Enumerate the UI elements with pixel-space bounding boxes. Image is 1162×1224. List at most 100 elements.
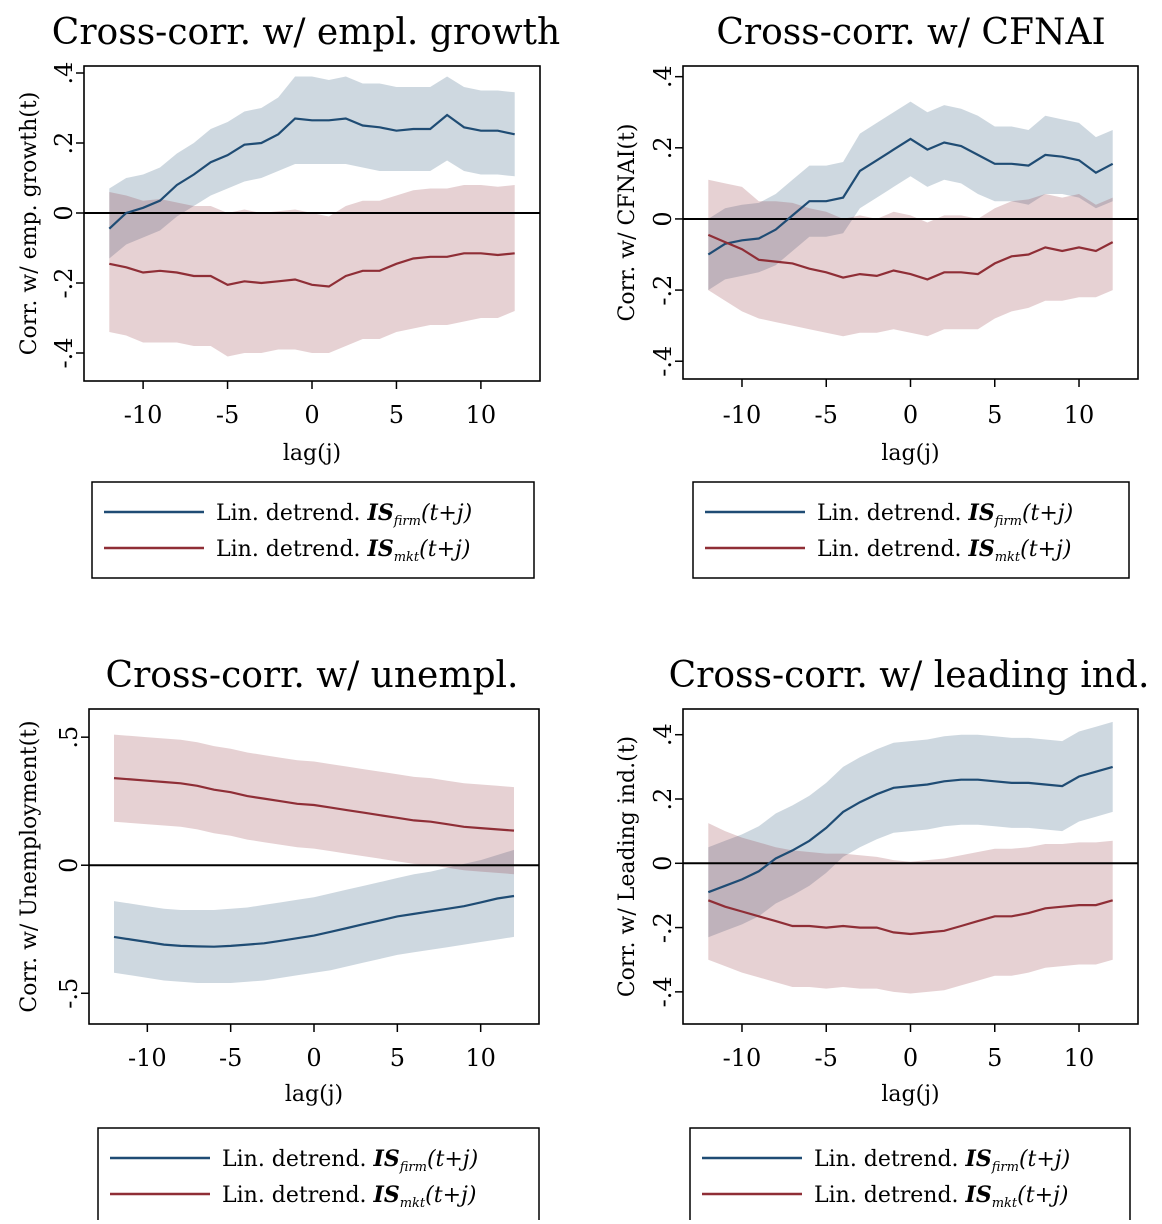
chart-panel-1: Cross-corr. w/ empl. growth -10 -5 0 5 10 -.4 -…	[17, 12, 560, 579]
y-axis-label: Corr. w/ emp. growth(t)	[17, 92, 42, 356]
legend-prefix: Lin. detrend.	[216, 537, 368, 562]
y-tick-label: 0	[649, 856, 677, 871]
x-tick-label: -10	[124, 401, 163, 429]
y-tick-label: 0	[55, 858, 83, 873]
legend: Lin. detrend. ISfirm(t+j)Lin. detrend. I…	[692, 481, 1130, 579]
chart-panel-4: Cross-corr. w/ leading ind. -10 -5 0 5 10 -.4 -…	[615, 655, 1150, 1224]
plot-area	[89, 734, 539, 983]
legend-subscript: firm	[991, 1160, 1019, 1175]
legend-is: IS	[965, 1182, 992, 1208]
x-tick-label: -5	[219, 1044, 242, 1072]
chart-title: Cross-corr. w/ CFNAI	[716, 12, 1105, 53]
legend-box	[689, 1127, 1131, 1224]
series-line-firm	[707, 137, 1114, 256]
x-tick-label: 5	[390, 1044, 405, 1072]
legend-suffix: (t+j)	[1017, 1183, 1068, 1208]
y-tick-label: -.4	[649, 976, 677, 1007]
legend-label-mkt: Lin. detrend. ISmkt(t+j)	[222, 1182, 476, 1211]
series-line-firm	[108, 113, 515, 230]
x-tick-label: 10	[1064, 401, 1095, 429]
legend-suffix: (t+j)	[1019, 1147, 1070, 1172]
legend-is: IS	[968, 500, 995, 526]
series-line-mkt	[113, 777, 515, 832]
plot-area	[84, 76, 540, 357]
legend-suffix: (t+j)	[1022, 501, 1073, 526]
y-axis-label: Corr. w/ CFNAI(t)	[615, 124, 640, 322]
legend-box	[91, 481, 535, 579]
confidence-band-firm	[708, 101, 1113, 291]
legend-subscript: firm	[393, 514, 421, 529]
y-tick-label: -.4	[50, 337, 78, 368]
legend-is: IS	[968, 536, 995, 562]
plot-area	[683, 721, 1138, 994]
x-axis-label: lag(j)	[881, 1082, 939, 1107]
series-line-firm	[707, 765, 1114, 894]
legend-prefix: Lin. detrend.	[817, 537, 969, 562]
legend-subscript: mkt	[992, 1196, 1018, 1211]
y-tick-label: 0	[649, 211, 677, 226]
legend-label-mkt: Lin. detrend. ISmkt(t+j)	[814, 1182, 1068, 1211]
legend-subscript: mkt	[995, 550, 1021, 565]
legend-is: IS	[373, 1146, 400, 1172]
series-line-mkt	[707, 233, 1114, 281]
y-axis-label: Corr. w/ Unemployment(t)	[17, 720, 42, 1012]
x-axis-label: lag(j)	[285, 1082, 343, 1107]
plot-area	[683, 101, 1138, 337]
legend-box	[97, 1127, 540, 1224]
legend-subscript: mkt	[400, 1196, 426, 1211]
legend-prefix: Lin. detrend.	[817, 501, 969, 526]
y-tick-label: .2	[649, 136, 677, 159]
legend-is: IS	[367, 500, 394, 526]
legend-suffix: (t+j)	[421, 501, 472, 526]
x-tick-label: 0	[903, 401, 918, 429]
legend-suffix: (t+j)	[425, 1183, 476, 1208]
x-tick-label: 10	[465, 1044, 496, 1072]
confidence-band-mkt	[708, 179, 1113, 337]
legend-is: IS	[965, 1146, 992, 1172]
chart-title: Cross-corr. w/ empl. growth	[52, 12, 560, 53]
x-tick-label: 5	[987, 1044, 1002, 1072]
x-axis-label: lag(j)	[283, 441, 341, 466]
y-tick-label: .2	[649, 788, 677, 811]
legend-label-firm: Lin. detrend. ISfirm(t+j)	[817, 500, 1073, 529]
legend-subscript: firm	[994, 514, 1022, 529]
x-tick-label: -10	[128, 1044, 167, 1072]
legend-label-mkt: Lin. detrend. ISmkt(t+j)	[817, 536, 1071, 565]
y-tick-label: .4	[50, 62, 78, 85]
y-tick-label: .4	[649, 65, 677, 88]
x-tick-label: -10	[723, 1044, 762, 1072]
chart-panel-3: Cross-corr. w/ unempl. -10 -5 0 5 10 -.5 0 .5 lag…	[17, 655, 540, 1224]
legend-label-firm: Lin. detrend. ISfirm(t+j)	[216, 500, 472, 529]
x-tick-label: 10	[466, 401, 497, 429]
chart-title: Cross-corr. w/ unempl.	[106, 655, 519, 696]
legend: Lin. detrend. ISfirm(t+j)Lin. detrend. I…	[97, 1127, 540, 1224]
confidence-band-mkt	[708, 823, 1113, 994]
legend-prefix: Lin. detrend.	[216, 501, 368, 526]
x-axis-label: lag(j)	[881, 441, 939, 466]
confidence-band-firm	[708, 721, 1113, 938]
series-line-mkt	[707, 899, 1114, 936]
legend-prefix: Lin. detrend.	[222, 1147, 374, 1172]
x-tick-label: 5	[389, 401, 404, 429]
legend-prefix: Lin. detrend.	[222, 1183, 374, 1208]
legend: Lin. detrend. ISfirm(t+j)Lin. detrend. I…	[689, 1127, 1131, 1224]
y-tick-label: .2	[50, 132, 78, 155]
x-tick-label: 0	[304, 401, 319, 429]
legend-is: IS	[367, 536, 394, 562]
confidence-band-firm	[109, 76, 515, 259]
legend-suffix: (t+j)	[419, 537, 470, 562]
legend: Lin. detrend. ISfirm(t+j)Lin. detrend. I…	[91, 481, 535, 579]
chart-title: Cross-corr. w/ leading ind.	[669, 655, 1150, 696]
legend-prefix: Lin. detrend.	[814, 1183, 966, 1208]
legend-label-firm: Lin. detrend. ISfirm(t+j)	[222, 1146, 478, 1175]
legend-prefix: Lin. detrend.	[814, 1147, 966, 1172]
legend-label-firm: Lin. detrend. ISfirm(t+j)	[814, 1146, 1070, 1175]
x-tick-label: -5	[815, 1044, 838, 1072]
legend-suffix: (t+j)	[427, 1147, 478, 1172]
legend-box	[692, 481, 1130, 579]
legend-subscript: mkt	[394, 550, 420, 565]
series-line-mkt	[109, 252, 515, 288]
x-tick-label: -10	[723, 401, 762, 429]
